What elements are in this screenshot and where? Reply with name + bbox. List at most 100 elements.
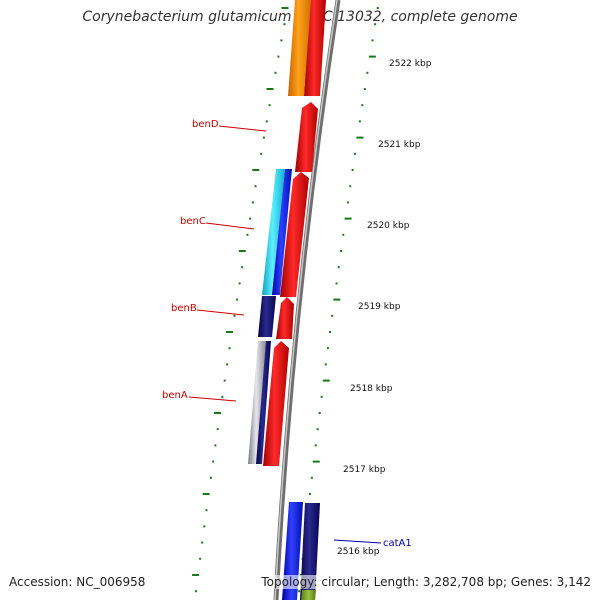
gene-label-benA[interactable]: benA: [162, 390, 188, 401]
minor-tick: [223, 379, 226, 382]
minor-tick: [262, 136, 265, 139]
genome-summary-text: Topology: circular; Length: 3,282,708 bp…: [261, 575, 591, 589]
inner-tick-track: [192, 7, 289, 593]
minor-tick: [277, 55, 280, 58]
minor-tick: [335, 282, 338, 285]
minor-tick: [280, 39, 283, 42]
major-tick: [252, 169, 260, 171]
minor-tick: [209, 476, 212, 479]
scale-label-2517: 2517 kbp: [343, 465, 386, 475]
gene-label-catA1[interactable]: catA1: [383, 538, 412, 549]
major-tick: [281, 7, 289, 9]
major-tick: [226, 331, 234, 333]
scale-label-2520: 2520 kbp: [367, 221, 410, 231]
catA1-leader: [333, 539, 382, 544]
minor-tick: [233, 314, 236, 317]
minor-tick: [249, 217, 252, 220]
gene-label-benD[interactable]: benD: [192, 119, 219, 130]
minor-tick: [205, 509, 208, 512]
minor-tick: [326, 347, 329, 350]
minor-tick: [216, 428, 219, 431]
minor-tick: [329, 331, 332, 333]
benB-leader: [196, 309, 245, 316]
minor-tick: [260, 152, 263, 155]
scale-label-2518: 2518 kbp: [350, 384, 393, 394]
minor-tick: [246, 233, 249, 236]
minor-tick: [228, 347, 231, 350]
minor-tick: [376, 7, 379, 9]
minor-tick: [236, 298, 239, 301]
scale-label-2519: 2519 kbp: [358, 302, 401, 312]
feature-benC-blue: [272, 169, 292, 295]
genome-backbone: [273, 0, 341, 600]
minor-tick: [354, 152, 357, 155]
minor-tick: [331, 314, 334, 317]
major-tick: [213, 412, 221, 414]
minor-tick: [298, 590, 301, 593]
major-tick: [333, 298, 341, 301]
major-tick: [322, 379, 330, 382]
minor-tick: [337, 266, 340, 269]
minor-tick: [366, 71, 369, 74]
scale-label-2516: 2516 kbp: [337, 547, 380, 557]
minor-tick: [226, 363, 229, 366]
feature-benB-red: [276, 297, 294, 339]
minor-tick: [324, 363, 327, 366]
feature-benA-navy: [256, 341, 271, 464]
minor-tick: [363, 88, 366, 90]
gene-label-benC[interactable]: benC: [180, 216, 206, 227]
major-tick: [368, 55, 376, 58]
feature-benD-arrow: [295, 102, 318, 172]
minor-tick: [221, 395, 224, 398]
minor-tick: [374, 23, 377, 26]
minor-tick: [265, 120, 268, 123]
feature-benA-gray: [248, 341, 266, 464]
minor-tick: [320, 395, 323, 398]
major-tick: [344, 217, 352, 220]
major-tick: [312, 460, 320, 463]
minor-tick: [340, 250, 343, 252]
benD-leader: [218, 125, 267, 132]
minor-tick: [214, 444, 217, 447]
feature-benC-red: [280, 172, 309, 297]
minor-tick: [201, 541, 204, 544]
minor-tick: [316, 428, 319, 431]
minor-tick: [212, 460, 215, 463]
major-tick: [192, 574, 200, 576]
minor-tick: [251, 201, 254, 204]
minor-tick: [199, 557, 202, 560]
feature-orange: [288, 0, 311, 96]
minor-tick: [195, 590, 198, 593]
minor-tick: [371, 39, 374, 42]
minor-tick: [254, 185, 257, 188]
benA-leader: [188, 396, 237, 402]
scale-label-2521: 2521 kbp: [378, 140, 421, 150]
gene-label-benB[interactable]: benB: [171, 303, 197, 314]
minor-tick: [358, 120, 361, 123]
major-tick: [356, 136, 364, 139]
minor-tick: [361, 104, 364, 107]
minor-tick: [346, 201, 349, 204]
minor-tick: [349, 185, 352, 188]
feature-red-top: [304, 0, 326, 96]
major-tick: [238, 250, 246, 252]
feature-benA-red: [263, 341, 289, 466]
major-tick: [202, 493, 210, 495]
minor-tick: [238, 282, 241, 285]
scale-label-2522: 2522 kbp: [389, 59, 432, 69]
minor-tick: [314, 444, 317, 447]
minor-tick: [283, 23, 286, 26]
feature-green-bottom: [301, 590, 316, 600]
feature-benC-cyan: [262, 169, 285, 295]
minor-tick: [318, 412, 321, 414]
minor-tick: [310, 476, 313, 479]
minor-tick: [342, 233, 345, 236]
minor-tick: [241, 266, 244, 269]
minor-tick: [274, 71, 277, 74]
feature-benB-navy: [258, 296, 276, 337]
genome-backbone-highlight: [274, 0, 338, 600]
major-tick: [266, 88, 274, 90]
benC-leader: [205, 222, 255, 230]
minor-tick: [268, 104, 271, 107]
